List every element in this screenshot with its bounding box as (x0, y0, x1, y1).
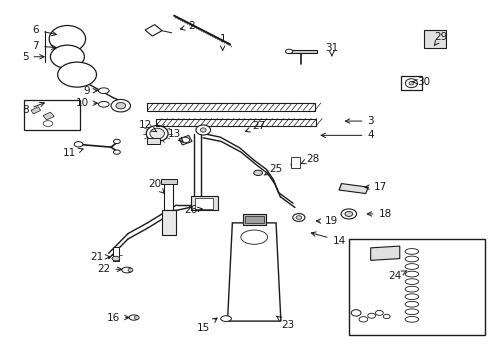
Text: 14: 14 (311, 232, 345, 246)
Text: 5: 5 (22, 52, 44, 62)
Ellipse shape (181, 137, 189, 143)
Text: 9: 9 (83, 86, 97, 96)
Ellipse shape (112, 256, 120, 261)
Ellipse shape (111, 99, 130, 112)
Bar (162, 210, 175, 235)
Text: 19: 19 (316, 216, 338, 226)
Text: 12: 12 (138, 120, 157, 132)
Ellipse shape (253, 170, 262, 176)
Ellipse shape (113, 150, 120, 154)
Ellipse shape (43, 121, 53, 126)
Ellipse shape (113, 139, 120, 144)
Text: 15: 15 (196, 318, 217, 333)
Polygon shape (31, 107, 41, 114)
Ellipse shape (358, 317, 367, 322)
Text: 24: 24 (387, 271, 406, 282)
Text: 8: 8 (22, 102, 44, 115)
Ellipse shape (200, 128, 206, 132)
Bar (348, 239, 484, 336)
Text: 11: 11 (63, 148, 83, 158)
Bar (24, 100, 80, 130)
Text: 30: 30 (411, 77, 430, 87)
Ellipse shape (129, 315, 139, 320)
Text: 22: 22 (97, 264, 122, 274)
Bar (290, 157, 299, 168)
Polygon shape (43, 112, 54, 120)
Bar (245, 216, 264, 223)
Text: 18: 18 (366, 209, 391, 219)
Ellipse shape (367, 313, 375, 318)
Ellipse shape (50, 45, 84, 68)
Ellipse shape (295, 216, 301, 219)
Ellipse shape (134, 316, 139, 319)
Ellipse shape (58, 62, 96, 87)
Bar (112, 247, 119, 261)
Text: 23: 23 (276, 316, 294, 330)
Text: 25: 25 (264, 164, 282, 175)
Bar (147, 103, 314, 111)
Bar (401, 76, 421, 90)
Bar (287, 50, 317, 53)
Ellipse shape (340, 209, 356, 219)
Polygon shape (145, 24, 162, 36)
Ellipse shape (350, 310, 360, 316)
Ellipse shape (375, 310, 383, 315)
Ellipse shape (383, 314, 389, 319)
Ellipse shape (405, 79, 417, 87)
Text: 3: 3 (345, 116, 373, 126)
Text: 6: 6 (33, 25, 56, 36)
Ellipse shape (290, 162, 299, 167)
Text: 28: 28 (300, 154, 318, 164)
Text: 17: 17 (364, 182, 386, 192)
Ellipse shape (49, 26, 85, 52)
Ellipse shape (98, 88, 109, 94)
Bar (191, 196, 217, 210)
Ellipse shape (408, 81, 413, 85)
Bar (147, 138, 159, 144)
Ellipse shape (150, 128, 164, 139)
Polygon shape (179, 135, 192, 145)
Ellipse shape (146, 126, 168, 141)
Text: 1: 1 (219, 34, 225, 50)
Polygon shape (370, 246, 399, 260)
Ellipse shape (344, 211, 352, 216)
Ellipse shape (128, 268, 133, 272)
Bar (423, 30, 445, 48)
Bar (161, 179, 176, 184)
Text: 16: 16 (107, 312, 129, 323)
Ellipse shape (196, 125, 210, 135)
Text: 21: 21 (90, 252, 109, 262)
Text: 7: 7 (33, 41, 56, 51)
Ellipse shape (98, 102, 109, 107)
Bar (156, 118, 316, 126)
Text: 31: 31 (325, 43, 338, 56)
Text: 27: 27 (245, 121, 265, 132)
Text: 29: 29 (433, 32, 447, 45)
Text: 13: 13 (167, 129, 183, 142)
Text: 26: 26 (184, 205, 202, 215)
Polygon shape (338, 184, 367, 194)
Text: 4: 4 (321, 130, 373, 140)
Text: 20: 20 (148, 179, 164, 194)
Ellipse shape (220, 316, 231, 321)
Ellipse shape (74, 141, 83, 147)
Ellipse shape (285, 49, 292, 54)
Polygon shape (227, 223, 280, 321)
Bar (243, 214, 266, 225)
Ellipse shape (292, 213, 305, 221)
Bar (164, 182, 173, 210)
Ellipse shape (122, 267, 132, 273)
Text: 10: 10 (75, 98, 97, 108)
Ellipse shape (116, 103, 125, 109)
Bar (195, 198, 213, 208)
Text: 2: 2 (180, 21, 194, 31)
